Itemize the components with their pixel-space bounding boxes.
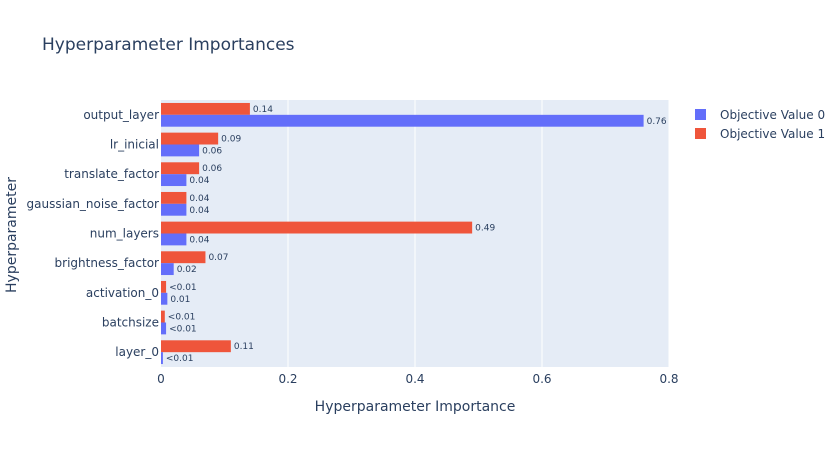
bar-objective-value-0[interactable]	[161, 233, 187, 246]
y-axis-title: Hyperparameter	[4, 177, 20, 293]
bar-objective-value-0[interactable]	[161, 352, 163, 365]
bar-label: 0.07	[208, 253, 228, 263]
bar-objective-value-0[interactable]	[161, 263, 174, 276]
bar-label: 0.06	[202, 146, 222, 156]
bar-label: 0.01	[170, 295, 190, 305]
bar-label: <0.01	[169, 283, 197, 293]
bar-objective-value-1[interactable]	[161, 132, 219, 145]
bar-label: 0.09	[221, 135, 241, 145]
bar-label: <0.01	[166, 354, 194, 364]
bar-objective-value-0[interactable]	[161, 203, 187, 216]
bar-label: 0.49	[475, 224, 495, 234]
bar-label: 0.04	[189, 235, 209, 245]
bar-objective-value-1[interactable]	[161, 340, 231, 353]
y-tick-label: layer_0	[115, 345, 159, 359]
bar-objective-value-1[interactable]	[161, 251, 206, 264]
bar-label: 0.06	[202, 164, 222, 174]
bar-label: 0.04	[189, 206, 209, 216]
y-tick-label: lr_inicial	[110, 138, 159, 152]
y-tick-label: activation_0	[86, 286, 159, 300]
bar-label: 0.04	[189, 176, 209, 186]
bar-objective-value-0[interactable]	[161, 322, 167, 335]
bar-objective-value-1[interactable]	[161, 191, 187, 204]
bar-objective-value-0[interactable]	[161, 292, 168, 305]
bar-labels: 0.140.760.090.060.060.040.040.040.490.04…	[166, 105, 667, 364]
x-tick-label: 0	[157, 372, 165, 386]
x-tick-label: 0.6	[532, 372, 551, 386]
legend-label[interactable]: Objective Value 1	[720, 127, 825, 141]
y-tick-label: translate_factor	[64, 167, 159, 181]
bar-objective-value-1[interactable]	[161, 102, 250, 115]
bar-objective-value-1[interactable]	[161, 310, 165, 323]
x-tick-label: 0.4	[405, 372, 424, 386]
bar-objective-value-0[interactable]	[161, 144, 200, 157]
legend-swatch[interactable]	[695, 128, 706, 139]
bar-label: 0.04	[189, 194, 209, 204]
x-tick-label: 0.8	[659, 372, 678, 386]
bar-objective-value-1[interactable]	[161, 280, 167, 293]
bar-objective-value-0[interactable]	[161, 174, 187, 187]
bar-objective-value-1[interactable]	[161, 162, 200, 175]
x-tick-label: 0.2	[278, 372, 297, 386]
legend-swatch[interactable]	[695, 109, 706, 120]
y-tick-label: num_layers	[90, 227, 159, 241]
bars	[161, 102, 644, 365]
bar-label: 0.11	[234, 342, 254, 352]
bar-label: 0.14	[253, 105, 273, 115]
bar-label: 0.02	[177, 265, 197, 275]
y-axis-ticks: output_layer lr_inicial translate_factorga…	[27, 108, 160, 359]
y-tick-label: output_layer	[83, 108, 159, 122]
bar-label: 0.76	[647, 117, 667, 127]
x-axis-ticks: 0 0.2 0.4 0.6 0.8	[157, 372, 678, 386]
legend-label[interactable]: Objective Value 0	[720, 108, 825, 122]
chart-title: Hyperparameter Importances	[42, 35, 295, 55]
x-axis-title: Hyperparameter Importance	[315, 399, 516, 415]
bar-objective-value-0[interactable]	[161, 114, 644, 127]
bar-objective-value-1[interactable]	[161, 221, 473, 234]
bar-label: <0.01	[169, 324, 197, 334]
y-tick-label: brightness_factor	[55, 256, 160, 270]
legend[interactable]: Objective Value 0 Objective Value 1	[695, 108, 825, 141]
y-tick-label: batchsize	[102, 316, 159, 330]
y-tick-label: gaussian_noise_factor	[27, 197, 160, 211]
bar-label: <0.01	[168, 313, 196, 323]
